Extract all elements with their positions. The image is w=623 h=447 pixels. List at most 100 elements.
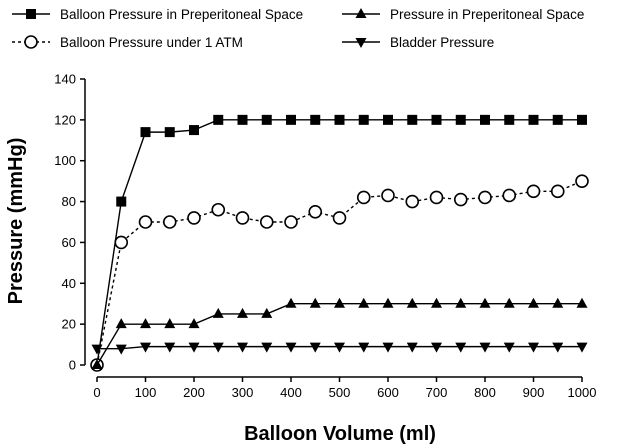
data-point <box>140 318 151 329</box>
data-point <box>455 342 467 353</box>
x-tick-label: 400 <box>280 385 302 400</box>
data-point <box>212 307 224 318</box>
series-3 <box>91 297 588 369</box>
data-point <box>187 211 201 225</box>
data-point <box>332 211 347 225</box>
series-line <box>96 180 583 366</box>
x-tick-label: 100 <box>135 385 157 400</box>
series-layer <box>90 114 589 372</box>
data-point <box>552 297 564 308</box>
data-point <box>334 342 345 353</box>
legend: Balloon Pressure in Preperitoneal Space B… <box>12 7 584 50</box>
data-point <box>237 307 248 318</box>
data-point <box>455 297 467 308</box>
data-point <box>261 307 273 318</box>
data-point <box>552 114 563 125</box>
x-tick-label: 800 <box>474 385 496 400</box>
y-tick-label: 120 <box>54 112 76 127</box>
x-tick-label: 700 <box>426 385 448 400</box>
data-point <box>237 114 248 125</box>
y-tick-label: 20 <box>62 317 76 332</box>
data-point <box>188 318 200 329</box>
data-point <box>115 318 127 329</box>
data-point <box>528 297 539 308</box>
x-tick-label: 1000 <box>568 385 597 400</box>
y-tick-label: 80 <box>62 194 76 209</box>
series-4 <box>91 342 588 355</box>
data-point <box>116 196 127 207</box>
data-point <box>140 127 151 138</box>
data-point <box>383 114 393 125</box>
series-line <box>96 119 582 366</box>
axes: 0 20 40 60 80 100 120 140 0 100 200 300 400 500 600 700… <box>54 72 596 401</box>
legend-item: Pressure in Preperitoneal Space <box>342 7 584 22</box>
data-point <box>309 342 321 353</box>
data-point <box>358 297 370 308</box>
data-point <box>528 114 539 125</box>
data-point <box>310 114 321 125</box>
data-point <box>140 342 151 353</box>
data-point <box>528 342 539 353</box>
data-point <box>503 297 515 308</box>
data-point <box>431 114 442 125</box>
data-point <box>479 297 491 308</box>
data-point <box>309 297 321 308</box>
legend-marker <box>355 38 367 48</box>
data-point <box>576 297 588 308</box>
y-tick-label: 0 <box>69 358 76 373</box>
data-point <box>261 114 272 125</box>
data-point <box>526 184 541 199</box>
x-tick-label: 500 <box>329 385 351 400</box>
data-point <box>308 204 323 219</box>
x-tick-label: 0 <box>93 385 100 400</box>
data-point <box>261 342 273 353</box>
data-point <box>550 184 565 199</box>
data-point <box>213 114 224 125</box>
data-point <box>91 359 103 369</box>
data-point <box>211 202 226 217</box>
data-point <box>381 188 395 203</box>
data-point <box>356 190 371 205</box>
x-axis-title: Balloon Volume (ml) <box>244 423 436 445</box>
data-point <box>405 194 420 209</box>
data-point <box>334 114 345 125</box>
data-point <box>212 342 224 353</box>
data-point <box>575 174 589 188</box>
data-point <box>576 342 588 353</box>
data-point <box>138 215 153 229</box>
x-tick-label: 600 <box>377 385 399 400</box>
y-axis-title: Pressure (mmHg) <box>5 138 27 305</box>
legend-marker <box>355 8 367 18</box>
x-tick-label: 200 <box>183 385 205 400</box>
data-point <box>286 114 296 125</box>
data-point <box>407 114 418 125</box>
data-point <box>115 344 127 355</box>
data-point <box>285 342 297 353</box>
data-point <box>91 344 103 355</box>
data-point <box>453 192 468 207</box>
data-point <box>431 342 442 353</box>
data-point <box>189 125 199 136</box>
series-1 <box>92 114 587 370</box>
data-point <box>382 297 394 308</box>
data-point <box>479 342 491 353</box>
data-point <box>188 342 200 353</box>
legend-marker <box>26 9 36 19</box>
y-tick-label: 40 <box>62 276 76 291</box>
data-point <box>164 318 176 329</box>
data-point <box>478 190 492 205</box>
legend-item: Balloon Pressure under 1 ATM <box>12 35 243 50</box>
data-point <box>235 211 250 225</box>
x-tick-label: 900 <box>523 385 545 400</box>
data-point <box>502 188 517 203</box>
data-point <box>162 215 177 229</box>
data-point <box>259 215 274 229</box>
data-point <box>358 342 370 353</box>
data-point <box>552 342 564 353</box>
y-tick-label: 140 <box>54 72 76 87</box>
data-point <box>429 190 444 205</box>
legend-label: Bladder Pressure <box>390 35 494 50</box>
data-point <box>334 297 345 308</box>
data-point <box>504 114 515 125</box>
